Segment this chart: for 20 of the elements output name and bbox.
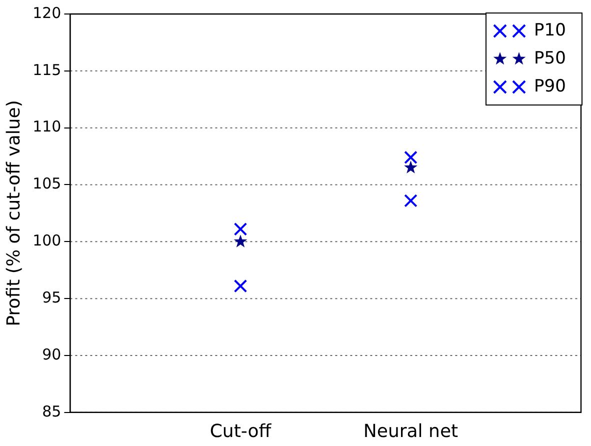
point: [404, 194, 418, 208]
point: [234, 279, 248, 293]
y-tick-label: 90: [42, 345, 62, 364]
y-tick-label: 85: [42, 402, 62, 420]
point: [234, 222, 248, 236]
x-tick-label: Neural net: [363, 420, 458, 442]
y-tick-label: 100: [32, 232, 62, 250]
y-tick-label: 110: [32, 118, 62, 136]
legend-label: P50: [534, 48, 566, 68]
y-axis-title: Profit (% of cut-off value): [3, 100, 24, 326]
x-tick-label: Cut-off: [210, 420, 272, 442]
y-tick-label: 95: [42, 288, 62, 306]
y-tick-label: 120: [32, 4, 62, 22]
y-tick-label: 105: [32, 174, 62, 193]
y-tick-label: 115: [32, 60, 62, 79]
legend-label: P90: [534, 76, 566, 96]
point: [404, 160, 418, 174]
legend-label: P10: [534, 20, 566, 40]
point: [234, 234, 248, 248]
point: [404, 150, 418, 164]
